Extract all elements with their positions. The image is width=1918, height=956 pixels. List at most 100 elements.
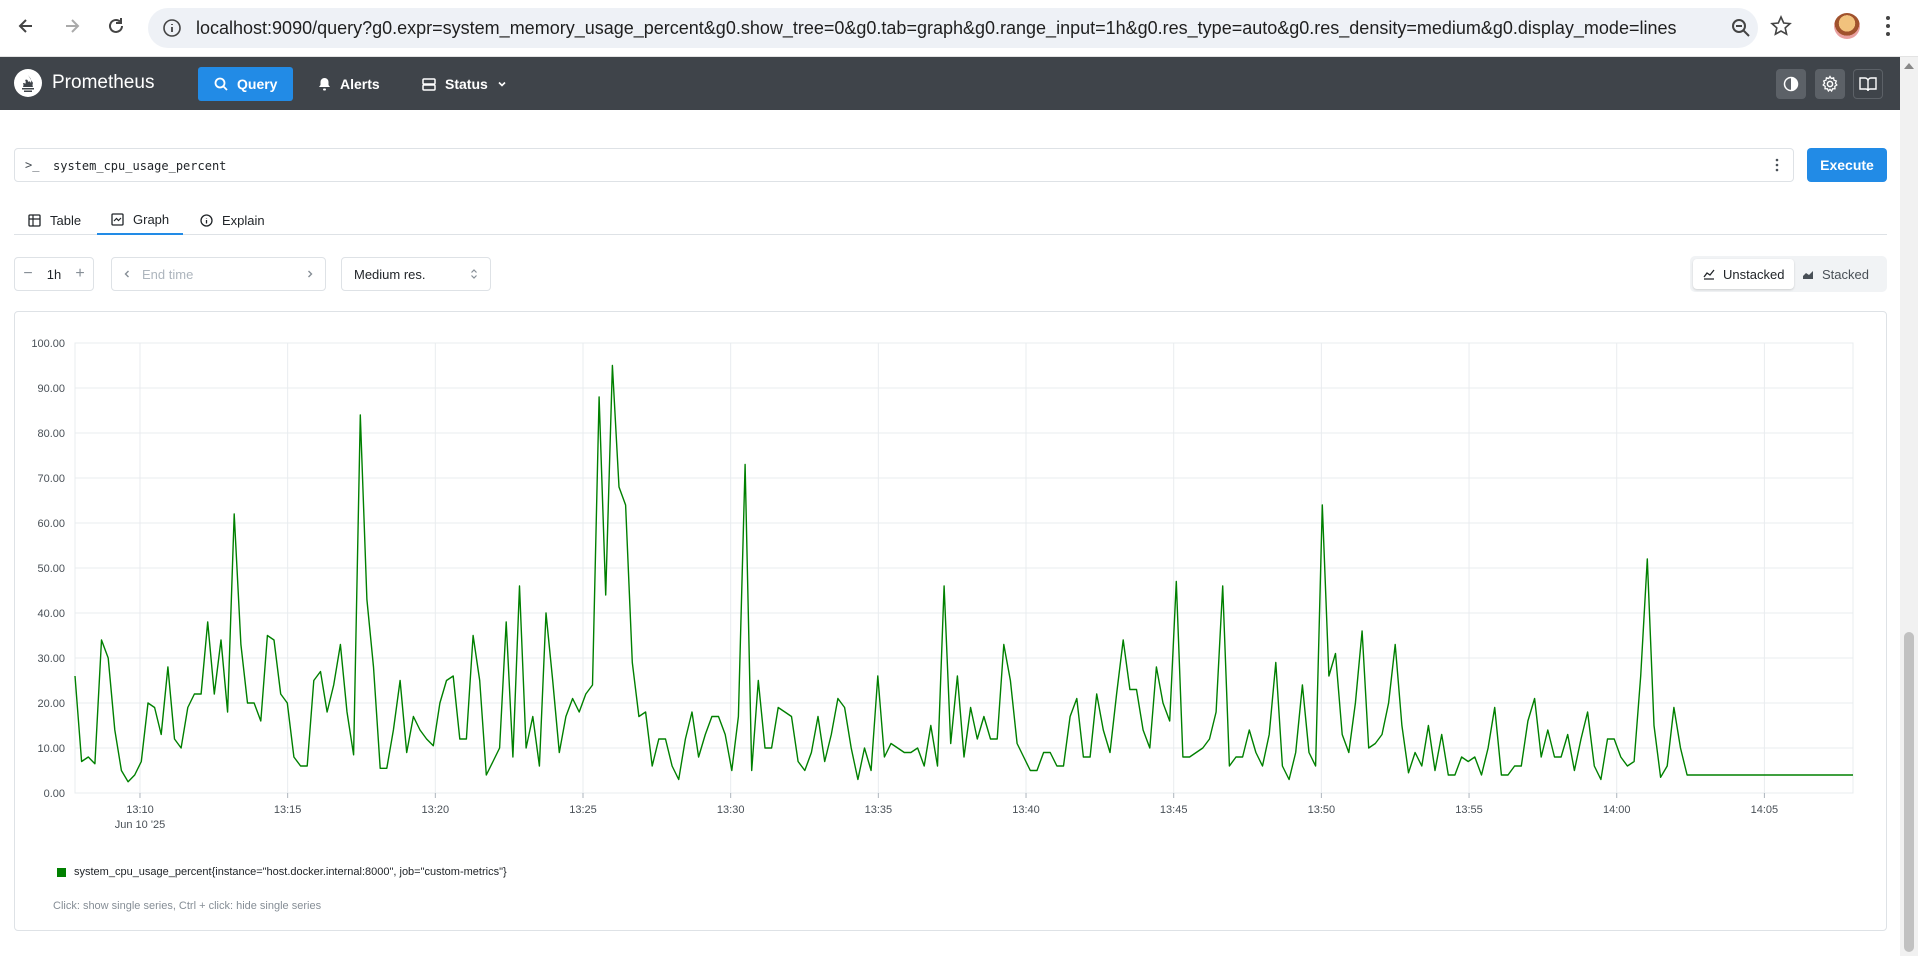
result-tabs: Table Graph Explain (14, 205, 1887, 235)
scroll-up-arrow-icon[interactable] (1904, 63, 1914, 69)
chevron-right-icon (308, 270, 313, 278)
server-icon (422, 77, 436, 91)
graph-icon (111, 212, 124, 226)
stacked-label: Stacked (1822, 266, 1869, 282)
theme-toggle-icon (1783, 76, 1799, 92)
info-icon[interactable] (162, 18, 182, 38)
brand-name: Prometheus (52, 72, 155, 93)
nav-query-label: Query (237, 76, 278, 92)
range-input[interactable]: − 1h + (14, 257, 94, 291)
y-tick-label: 50.00 (37, 563, 65, 575)
y-tick-label: 30.00 (37, 653, 65, 665)
unstacked-label: Unstacked (1723, 266, 1785, 282)
y-tick-label: 70.00 (37, 473, 65, 485)
forward-button[interactable] (58, 12, 86, 40)
end-time-prev-button[interactable] (112, 269, 142, 279)
tab-table-label: Table (50, 212, 82, 228)
search-icon (214, 77, 228, 91)
x-tick-label: 13:15 (274, 804, 302, 816)
x-tick-label: 13:10 (126, 804, 154, 816)
y-tick-label: 80.00 (37, 428, 65, 440)
tab-graph-label: Graph (133, 211, 170, 227)
tab-explain[interactable]: Explain (186, 205, 279, 235)
time-series-chart[interactable]: 0.00 10.00 20.00 30.00 40.00 50.00 60.00 70.00 8… (15, 312, 1886, 852)
table-icon (28, 213, 41, 227)
y-tick-label: 100.00 (31, 338, 65, 350)
brand[interactable]: Prometheus (14, 69, 154, 97)
scroll-thumb[interactable] (1904, 632, 1914, 952)
tab-explain-label: Explain (222, 212, 265, 228)
page-scrollbar[interactable] (1900, 57, 1918, 956)
bell-icon (319, 78, 330, 91)
execute-button[interactable]: Execute (1807, 148, 1887, 182)
reload-icon (109, 18, 123, 33)
x-tick-label: 13:25 (569, 804, 597, 816)
resolution-select[interactable]: Medium res. (341, 257, 491, 291)
y-tick-label: 90.00 (37, 383, 65, 395)
graph-panel: 0.00 10.00 20.00 30.00 40.00 50.00 60.00 70.00 8… (14, 311, 1887, 931)
arrow-right-icon (66, 19, 80, 33)
x-tick-date-label: Jun 10 '25 (115, 819, 165, 831)
nav-alerts-label: Alerts (340, 76, 380, 92)
gear-icon (1822, 75, 1838, 93)
nav-status[interactable]: Status (406, 67, 523, 101)
range-value[interactable]: 1h (46, 266, 62, 282)
area-chart-icon (1803, 271, 1813, 279)
y-tick-label: 10.00 (37, 743, 65, 755)
x-tick-label: 13:50 (1308, 804, 1336, 816)
select-arrows-icon (471, 269, 477, 279)
series-line (74, 364, 1853, 783)
nav-status-label: Status (445, 76, 488, 92)
browser-menu-icon[interactable] (1884, 14, 1892, 38)
y-tick-label: 0.00 (44, 788, 65, 800)
url-text[interactable]: localhost:9090/query?g0.expr=system_memo… (196, 18, 1676, 38)
app-navbar: Prometheus Query Alerts Status (0, 57, 1900, 110)
terminal-prompt-icon: >_ (25, 158, 40, 172)
legend-series-label: system_cpu_usage_percent{instance="host.… (74, 866, 507, 878)
x-tick-label: 13:35 (865, 804, 893, 816)
end-time-next-button[interactable] (295, 269, 325, 279)
theme-toggle-button[interactable] (1776, 69, 1806, 99)
x-tick-label: 13:45 (1160, 804, 1188, 816)
x-tick-label: 14:05 (1751, 804, 1779, 816)
display-mode-toggle: Unstacked Stacked (1690, 256, 1887, 292)
y-tick-label: 60.00 (37, 518, 65, 530)
end-time-placeholder[interactable]: End time (142, 266, 194, 282)
bookmark-star-icon[interactable] (1770, 15, 1792, 37)
back-button[interactable] (12, 12, 40, 40)
info-icon (200, 213, 213, 227)
x-tick-label: 13:40 (1012, 804, 1040, 816)
arrow-left-icon (18, 19, 32, 33)
end-time-input[interactable]: End time (111, 257, 326, 291)
prometheus-logo-icon (14, 69, 42, 97)
book-icon (1859, 77, 1877, 92)
browser-toolbar: localhost:9090/query?g0.expr=system_memo… (0, 0, 1918, 57)
x-tick-label: 13:20 (422, 804, 450, 816)
settings-button[interactable] (1815, 69, 1845, 99)
line-chart-icon (1703, 269, 1715, 280)
stacked-button[interactable]: Stacked (1792, 259, 1879, 289)
query-options-icon[interactable] (1775, 158, 1779, 172)
range-increase-button[interactable]: + (75, 265, 85, 282)
address-bar[interactable]: localhost:9090/query?g0.expr=system_memo… (148, 8, 1758, 48)
resolution-value: Medium res. (354, 266, 426, 282)
docs-button[interactable] (1853, 69, 1883, 99)
x-tick-label: 13:30 (717, 804, 745, 816)
unstacked-button[interactable]: Unstacked (1693, 259, 1795, 289)
tab-graph[interactable]: Graph (97, 205, 184, 235)
nav-query[interactable]: Query (198, 67, 294, 101)
y-tick-label: 40.00 (37, 608, 65, 620)
tab-table[interactable]: Table (14, 205, 95, 235)
zoom-icon[interactable] (1730, 17, 1752, 39)
nav-alerts[interactable]: Alerts (302, 67, 396, 101)
chevron-down-icon (498, 81, 506, 87)
reload-button[interactable] (102, 12, 130, 40)
chevron-left-icon (124, 270, 129, 278)
query-expression[interactable]: system_cpu_usage_percent (53, 159, 227, 173)
y-tick-label: 20.00 (37, 698, 65, 710)
query-input[interactable]: >_ system_cpu_usage_percent (14, 148, 1794, 182)
legend-item[interactable]: system_cpu_usage_percent{instance="host.… (57, 866, 507, 878)
range-decrease-button[interactable]: − (23, 265, 33, 282)
profile-avatar[interactable] (1834, 13, 1860, 39)
x-tick-label: 14:00 (1603, 804, 1631, 816)
